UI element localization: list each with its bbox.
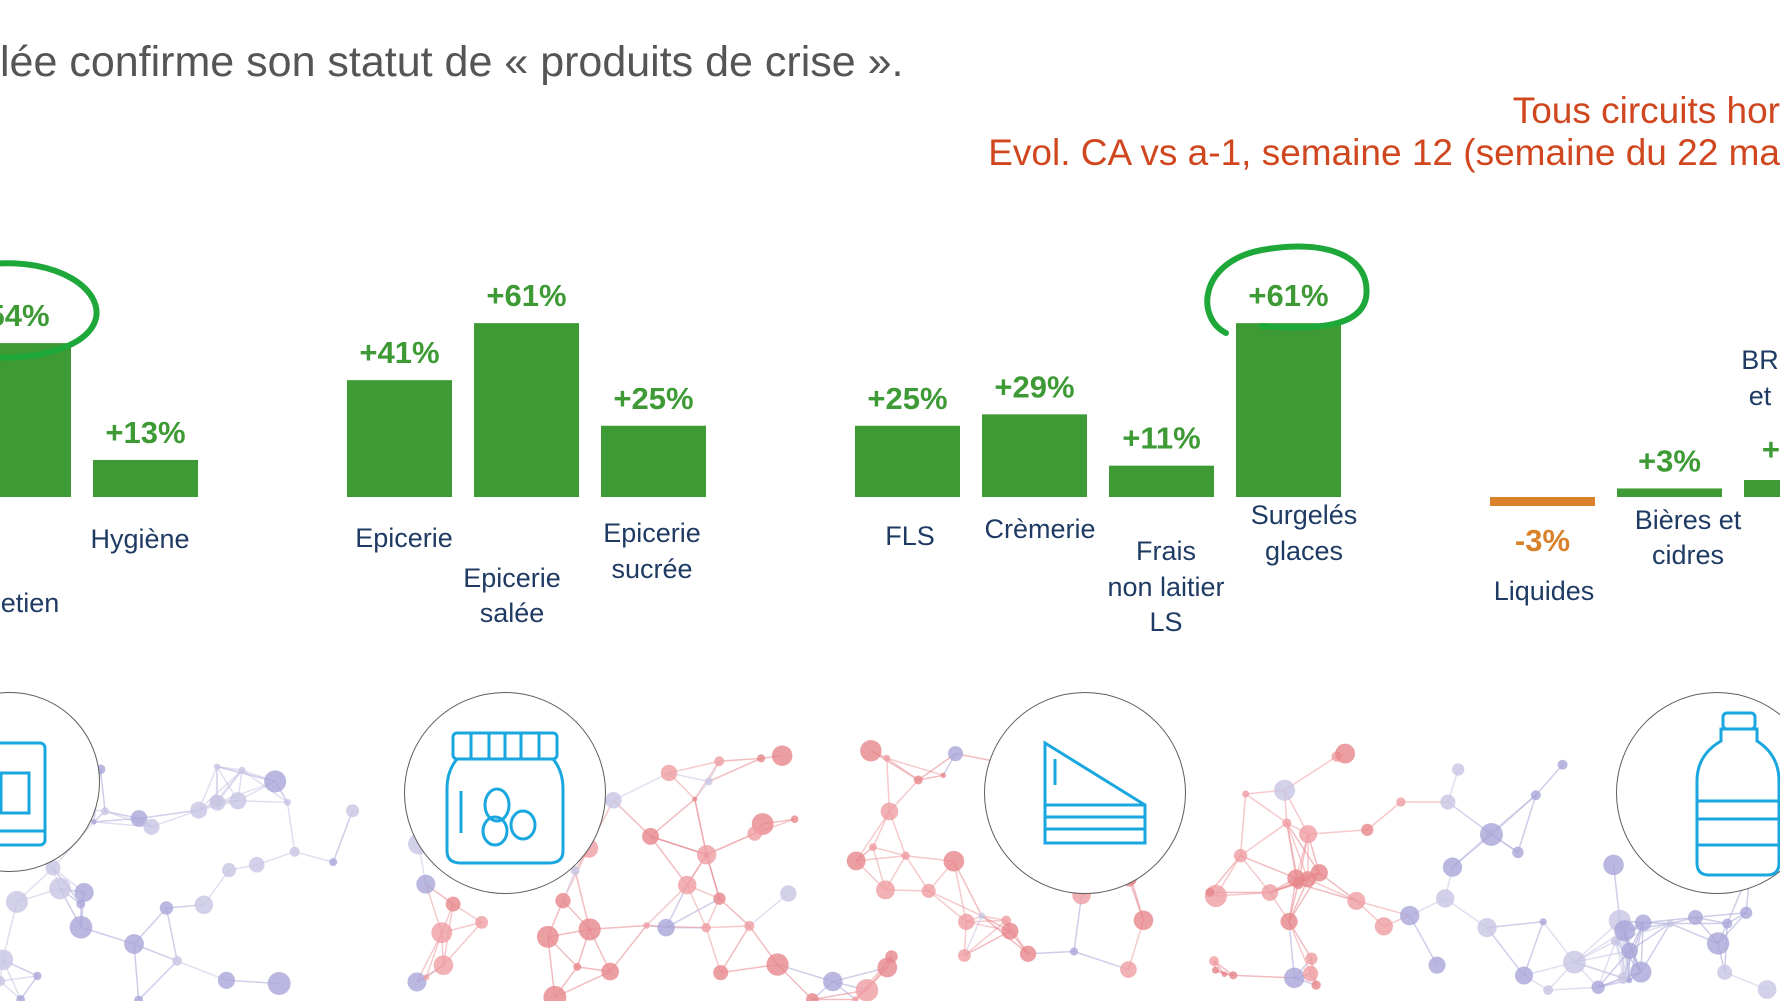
jar-icon bbox=[445, 731, 565, 865]
bar bbox=[347, 380, 452, 497]
bar bbox=[1236, 323, 1341, 497]
value-label: 54% bbox=[0, 298, 50, 333]
bar bbox=[0, 343, 71, 497]
category-label: BR bbox=[1741, 345, 1779, 375]
bar bbox=[601, 425, 706, 497]
category-label: sucrée bbox=[611, 554, 692, 584]
category-label: salée bbox=[480, 598, 545, 628]
value-label: +13% bbox=[105, 415, 185, 450]
category-label: Bières et bbox=[1635, 505, 1742, 535]
slide-headline: lée confirme son statut de « produits de… bbox=[0, 38, 904, 86]
bar bbox=[1490, 497, 1595, 506]
category-label: etien bbox=[1, 588, 60, 618]
bar bbox=[93, 459, 198, 497]
bottle-icon bbox=[1695, 711, 1780, 877]
bar bbox=[1744, 480, 1780, 497]
jar-icon-circle bbox=[404, 692, 606, 894]
highlight-ellipse bbox=[1204, 243, 1370, 336]
category-label: FLS bbox=[885, 521, 935, 551]
category-label: non laitier bbox=[1107, 572, 1224, 602]
category-label: Hygiène bbox=[90, 524, 189, 554]
value-label: +29% bbox=[994, 369, 1074, 404]
bar bbox=[1109, 465, 1214, 497]
category-label: Liquides bbox=[1494, 576, 1595, 606]
category-label: Crèmerie bbox=[984, 514, 1095, 544]
bar bbox=[855, 425, 960, 497]
bar bbox=[982, 414, 1087, 497]
cleaning-product-icon bbox=[0, 741, 47, 847]
bar bbox=[474, 323, 579, 497]
cleaning-product-icon-circle bbox=[0, 692, 100, 872]
category-label: Epicerie bbox=[603, 518, 701, 548]
highlight-ellipse bbox=[0, 260, 100, 361]
cake-slice-icon-circle bbox=[984, 692, 1186, 894]
category-label: LS bbox=[1149, 607, 1182, 637]
value-label: +25% bbox=[867, 381, 947, 416]
value-label: +25% bbox=[613, 381, 693, 416]
value-label: -3% bbox=[1515, 523, 1570, 558]
category-label: cidres bbox=[1652, 540, 1724, 570]
bar bbox=[1617, 488, 1722, 497]
category-label: Frais bbox=[1136, 536, 1196, 566]
value-label: +3% bbox=[1638, 443, 1701, 478]
category-label: et bbox=[1749, 381, 1772, 411]
value-label: +41% bbox=[359, 335, 439, 370]
value-label: +11% bbox=[1122, 421, 1200, 456]
value-label: +61% bbox=[1248, 278, 1328, 313]
value-label: +61% bbox=[486, 278, 566, 313]
chart-subtitle-line1: Tous circuits hor bbox=[1512, 90, 1780, 131]
category-label: glaces bbox=[1265, 536, 1343, 566]
bottle-icon-circle bbox=[1616, 692, 1780, 894]
category-label: Epicerie bbox=[463, 563, 561, 593]
bar-chart: 54% etien +13% Hygiène +41% Epicerie +61% Epice… bbox=[0, 243, 1780, 637]
chart-subtitle-line2: Evol. CA vs a-1, semaine 12 (semaine du … bbox=[988, 132, 1780, 173]
cake-slice-icon bbox=[1043, 740, 1147, 845]
category-label: Surgelés bbox=[1251, 500, 1358, 530]
category-label: Epicerie bbox=[355, 523, 453, 553]
value-label: + bbox=[1762, 432, 1780, 467]
